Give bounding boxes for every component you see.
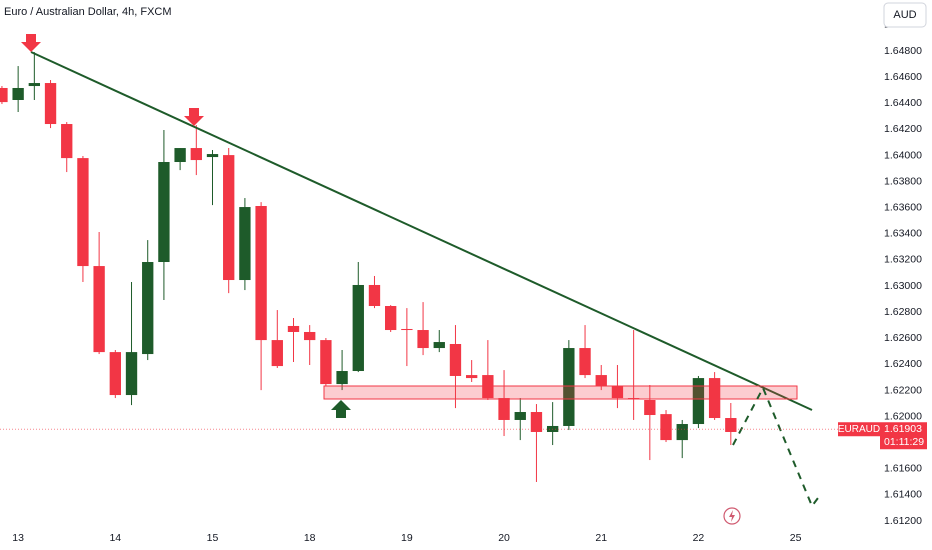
x-tick-label: 22 [693,532,705,544]
price-label: 1.61903 [884,423,922,435]
y-tick-label: 1.63800 [884,175,922,187]
y-tick-label: 1.61600 [884,463,922,475]
candle-body [239,207,251,281]
y-tick-label: 1.61200 [884,515,922,527]
candle-body [28,83,41,87]
event-icon-bolt [729,510,735,522]
candle-body [287,325,300,332]
candle-body [174,148,186,163]
candle-body [692,378,705,425]
candle-body [514,412,526,420]
y-tick-label: 1.62000 [884,410,922,422]
trend-line [30,51,813,411]
x-tick-label: 13 [12,532,24,544]
price-tag [880,422,927,450]
candle-body [660,414,672,441]
down-arrow [184,108,204,126]
candle-body [0,87,8,103]
y-tick-label: 1.64000 [884,149,922,161]
candle-body [320,340,332,385]
chart-title: Euro / Australian Dollar, 4h, FXCM [4,6,172,18]
y-tick-label: 1.64800 [884,45,922,57]
candle-body [255,206,267,341]
candle-body [304,331,316,341]
candle-body [465,375,478,379]
x-tick-label: 15 [207,532,219,544]
x-tick-label: 14 [109,532,121,544]
candle-body [563,348,575,426]
projection-path [732,385,819,509]
candle-body [142,262,154,355]
candle-body [644,400,656,416]
candle-body [401,328,413,331]
candle-body [579,348,591,376]
candle-body [611,386,624,399]
x-tick-label: 19 [401,532,413,544]
candle-body [190,148,202,161]
y-tick-label: 1.63200 [884,254,922,266]
candle-body [12,87,24,100]
candle-body [61,124,73,159]
symbol-label: EURAUD [838,424,880,435]
countdown-label: 01:11:29 [884,436,924,448]
candle-body [223,155,235,281]
y-tick-label: 1.63000 [884,280,922,292]
y-tick-label: 1.64200 [884,123,922,135]
candle-body [595,375,607,387]
y-tick-label: 1.62800 [884,306,922,318]
y-tick-label: 1.63400 [884,228,922,240]
candle-body [271,340,283,367]
currency-label[interactable]: AUD [893,9,916,21]
x-tick-label: 20 [498,532,510,544]
candle-body [530,412,543,432]
candle-body [206,154,219,158]
y-tick-label: 1.63600 [884,201,922,213]
event-icon [723,507,741,525]
candle-body [708,378,721,419]
candle-body [109,352,121,396]
y-tick-label: 1.64400 [884,97,922,109]
candle-body [482,375,494,399]
down-arrow [21,34,41,52]
y-tick-label: 1.62600 [884,332,922,344]
candle-body [676,424,688,441]
candle-body [93,266,105,353]
up-arrow [331,400,351,418]
candle-body [385,306,397,331]
candle-body [44,83,57,125]
candle-body [336,371,348,385]
candle-body [158,162,170,263]
candle-body [352,284,364,372]
candle-body [77,158,89,267]
candle-body [417,330,429,349]
candles [0,52,737,482]
drawings [21,34,819,525]
support-zone [323,385,798,400]
candle-body [725,418,737,432]
y-tick-label: 1.64600 [884,71,922,83]
x-tick-label: 18 [304,532,316,544]
candle-body [498,398,510,420]
currency-button[interactable] [883,2,927,28]
y-tick-label: 1.62200 [884,384,922,396]
y-tick-label: 1.62400 [884,358,922,370]
candle-body [433,342,445,349]
candle-body [449,343,462,376]
candle-body [368,284,381,307]
symbol-tag [838,422,880,437]
x-tick-label: 21 [595,532,607,544]
candle-body [125,352,138,396]
x-tick-label: 25 [790,532,802,544]
y-tick-label: 1.61400 [884,489,922,501]
